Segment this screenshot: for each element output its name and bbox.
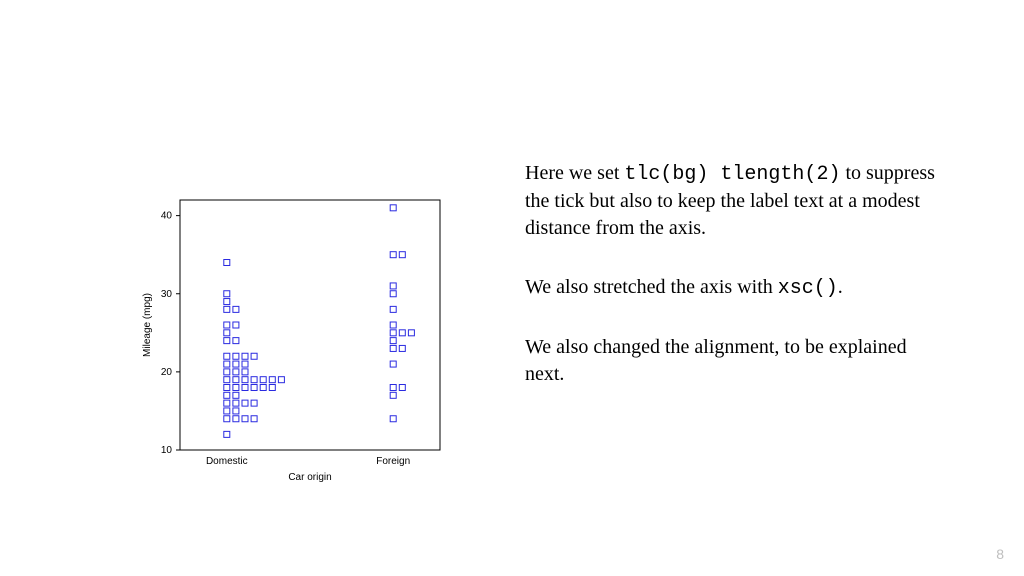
p2-text-a: We also stretched the axis with xyxy=(525,276,778,298)
description-text: Here we set tlc(bg) tlength(2) to suppre… xyxy=(525,160,945,420)
svg-text:Car origin: Car origin xyxy=(288,472,331,483)
mileage-chart: 10 20 30 40 Mileage (mpg) Domestic Foreign Car … xyxy=(140,190,460,490)
p2-code: xsc() xyxy=(778,277,838,300)
svg-text:Mileage (mpg): Mileage (mpg) xyxy=(142,293,153,357)
svg-text:40: 40 xyxy=(161,211,173,222)
svg-text:Domestic: Domestic xyxy=(206,456,248,467)
svg-text:10: 10 xyxy=(161,445,173,456)
paragraph-1: Here we set tlc(bg) tlength(2) to suppre… xyxy=(525,160,945,242)
paragraph-3: We also changed the alignment, to be exp… xyxy=(525,334,945,388)
svg-text:20: 20 xyxy=(161,367,173,378)
paragraph-2: We also stretched the axis with xsc(). xyxy=(525,274,945,302)
p2-text-b: . xyxy=(838,276,843,298)
chart-svg: 10 20 30 40 Mileage (mpg) Domestic Foreign Car … xyxy=(140,190,460,490)
svg-text:30: 30 xyxy=(161,289,173,300)
slide: 10 20 30 40 Mileage (mpg) Domestic Foreign Car … xyxy=(0,0,1024,576)
p1-code: tlc(bg) tlength(2) xyxy=(624,163,840,186)
p1-text-a: Here we set xyxy=(525,162,624,184)
page-number: 8 xyxy=(996,546,1004,562)
svg-text:Foreign: Foreign xyxy=(376,456,410,467)
